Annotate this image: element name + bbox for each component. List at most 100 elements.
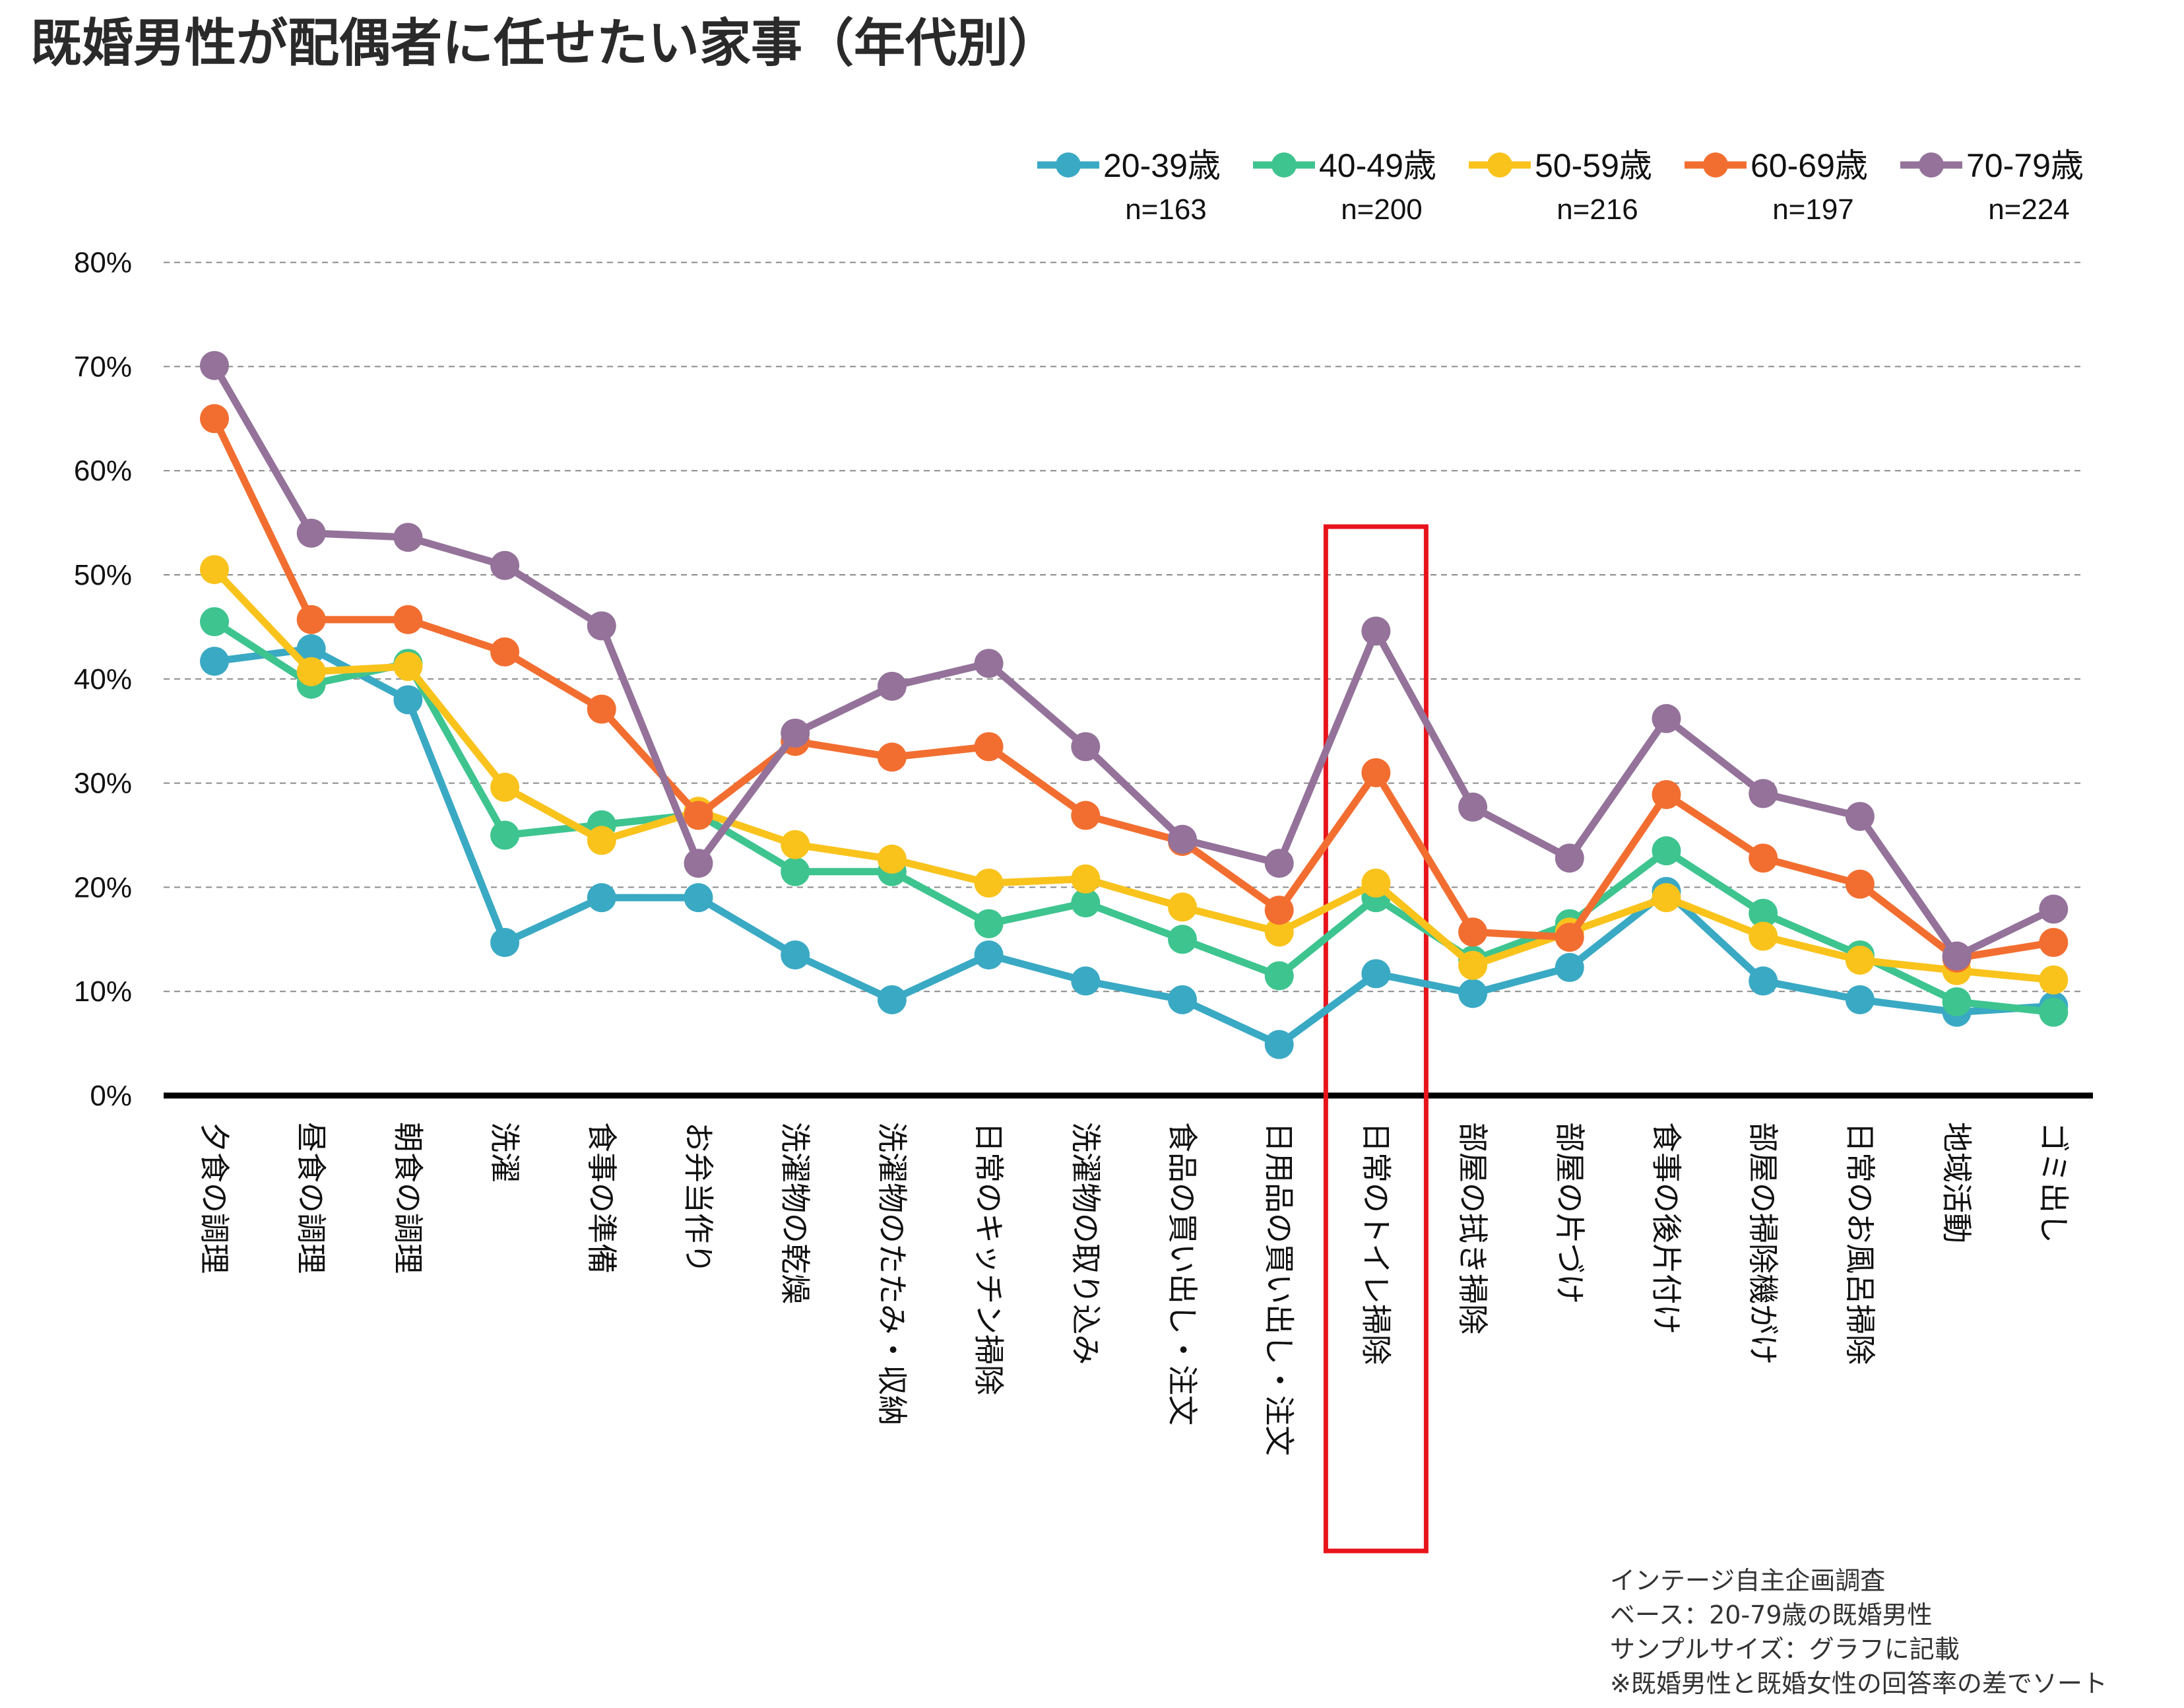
source-notes: インテージ自主企画調査ベース：20-79歳の既婚男性サンプルサイズ：グラフに記載… bbox=[1610, 1566, 2107, 1698]
data-point bbox=[1458, 979, 1488, 1008]
data-point bbox=[877, 742, 907, 772]
legend-label: 60-69歳 bbox=[1750, 147, 1868, 184]
data-point bbox=[2039, 965, 2069, 995]
data-point bbox=[1264, 917, 1294, 947]
data-point bbox=[1845, 802, 1875, 832]
data-point bbox=[296, 518, 326, 548]
legend-sample-size: n=216 bbox=[1557, 193, 1638, 226]
data-point bbox=[296, 657, 326, 686]
data-point bbox=[1555, 843, 1584, 873]
data-point bbox=[1652, 704, 1681, 733]
y-tick-label: 10% bbox=[74, 975, 132, 1008]
data-point bbox=[393, 685, 423, 715]
data-point bbox=[684, 801, 713, 830]
x-tick-label: 洗濯物のたたみ・収納 bbox=[874, 1122, 910, 1426]
data-point bbox=[1749, 843, 1778, 873]
chart-title: 既婚男性が配偶者に任せたい家事（年代別） bbox=[30, 14, 1060, 73]
data-point bbox=[1845, 869, 1875, 899]
note-line: インテージ自主企画調査 bbox=[1610, 1566, 1885, 1595]
x-tick-label: 昼食の調理 bbox=[294, 1122, 329, 1274]
legend-label: 50-59歳 bbox=[1535, 147, 1652, 184]
data-point bbox=[1845, 945, 1875, 975]
data-point bbox=[1652, 779, 1681, 809]
data-point bbox=[200, 555, 229, 585]
data-point bbox=[587, 826, 616, 855]
x-tick-label: 部屋の片づけ bbox=[1552, 1122, 1588, 1304]
series-line bbox=[211, 416, 2055, 962]
data-point bbox=[1071, 732, 1101, 762]
y-tick-label: 50% bbox=[74, 559, 132, 591]
data-point bbox=[1458, 917, 1488, 947]
note-line: ※既婚男性と既婚女性の回答率の差でソート bbox=[1610, 1669, 2107, 1698]
data-point bbox=[1361, 758, 1391, 787]
data-point bbox=[393, 523, 423, 552]
data-point bbox=[1749, 966, 1778, 996]
legend-marker bbox=[1919, 152, 1944, 178]
data-point bbox=[1555, 923, 1584, 952]
data-point bbox=[490, 637, 520, 667]
data-point bbox=[877, 844, 907, 874]
legend-label: 40-49歳 bbox=[1319, 147, 1436, 184]
y-tick-label: 30% bbox=[74, 768, 132, 800]
data-point bbox=[2039, 928, 2069, 958]
data-point bbox=[1845, 985, 1875, 1014]
legend: 20-39歳 n=163 40-49歳 n=200 50-59歳 n=216 60-69歳 n… bbox=[1037, 147, 2084, 226]
x-tick-label: 食事の後片付け bbox=[1649, 1122, 1685, 1334]
series-4 bbox=[200, 350, 2069, 971]
data-point bbox=[1361, 959, 1391, 989]
data-point bbox=[1555, 952, 1584, 982]
legend-sample-size: n=163 bbox=[1125, 193, 1207, 226]
y-axis-ticks: 0% 10% 20% 30% 40% 50% 60% 70% 80% bbox=[74, 247, 132, 1112]
data-point bbox=[1264, 961, 1294, 991]
data-point bbox=[1071, 864, 1101, 894]
data-point bbox=[296, 605, 326, 634]
gridlines bbox=[164, 261, 2093, 1099]
data-point bbox=[1168, 985, 1197, 1014]
data-point bbox=[877, 985, 907, 1014]
y-tick-label: 60% bbox=[74, 455, 132, 487]
data-point bbox=[781, 857, 810, 886]
x-tick-label: 地域活動 bbox=[1939, 1122, 1975, 1243]
data-point bbox=[1652, 836, 1681, 866]
data-point bbox=[2039, 894, 2069, 924]
data-point bbox=[974, 940, 1004, 969]
data-point bbox=[1942, 941, 1972, 971]
x-tick-label: 朝食の調理 bbox=[390, 1122, 426, 1274]
data-point bbox=[490, 772, 520, 802]
data-point bbox=[1361, 869, 1391, 898]
highlight-rect bbox=[1323, 524, 1429, 1554]
data-point bbox=[587, 611, 616, 641]
data-point bbox=[393, 605, 423, 634]
data-point bbox=[974, 649, 1004, 678]
x-tick-label: 食事の準備 bbox=[584, 1122, 620, 1274]
data-point bbox=[1264, 1030, 1294, 1059]
legend-item: 70-79歳 n=224 bbox=[1900, 147, 2084, 226]
x-tick-label: 洗濯物の取り込み bbox=[1068, 1122, 1103, 1365]
data-point bbox=[490, 820, 520, 850]
legend-label: 70-79歳 bbox=[1966, 147, 2084, 184]
data-point bbox=[200, 646, 229, 676]
y-tick-label: 0% bbox=[90, 1080, 132, 1112]
legend-marker bbox=[1056, 152, 1081, 178]
y-tick-label: 40% bbox=[74, 663, 132, 696]
legend-item: 50-59歳 n=216 bbox=[1469, 147, 1652, 226]
data-point bbox=[1458, 950, 1488, 980]
data-point bbox=[200, 607, 229, 637]
series-0 bbox=[200, 634, 2069, 1059]
highlight-box bbox=[1323, 524, 1429, 1554]
data-point bbox=[1942, 987, 1972, 1016]
x-tick-label: 日用品の買い出し・注文 bbox=[1262, 1122, 1297, 1456]
x-tick-label: 部屋の拭き掃除 bbox=[1455, 1122, 1491, 1334]
x-tick-label: 部屋の掃除機がけ bbox=[1745, 1122, 1781, 1365]
data-point bbox=[1071, 966, 1101, 996]
data-point bbox=[1458, 792, 1488, 822]
legend-marker bbox=[1271, 152, 1297, 178]
legend-item: 60-69歳 n=197 bbox=[1685, 147, 1868, 226]
series-lines bbox=[200, 350, 2069, 1059]
data-point bbox=[1071, 888, 1101, 918]
legend-sample-size: n=200 bbox=[1341, 193, 1423, 226]
x-tick-label: 夕食の調理 bbox=[197, 1122, 232, 1274]
x-axis-ticks: 夕食の調理 昼食の調理 朝食の調理 洗濯 食事の準備 お弁当作り 洗濯物の乾燥 洗濯物のたたみ… bbox=[197, 1122, 2071, 1456]
legend-marker bbox=[1487, 152, 1512, 178]
data-point bbox=[974, 869, 1004, 898]
